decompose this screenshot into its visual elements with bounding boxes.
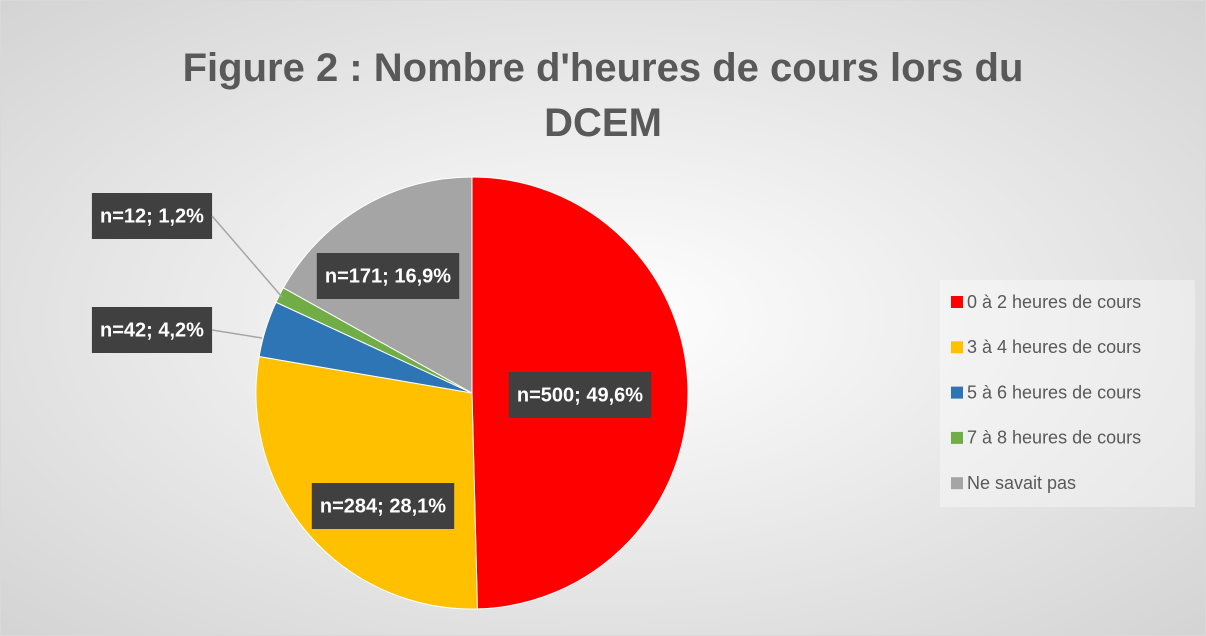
leader-line <box>211 215 283 298</box>
data-label: n=500; 49,6% <box>508 372 652 418</box>
data-label-box <box>91 307 213 353</box>
chart-title: Figure 2 : Nombre d'heures de cours lors… <box>183 46 1024 145</box>
data-label: n=171; 16,9% <box>316 253 460 299</box>
legend-swatch <box>951 341 963 354</box>
data-label: n=12; 1,2% <box>91 193 213 239</box>
legend-swatch <box>951 431 963 444</box>
data-label: n=42; 4,2% <box>91 307 213 353</box>
legend-label: 0 à 2 heures de cours <box>967 292 1141 312</box>
pie-slice <box>255 355 478 610</box>
data-label: n=284; 28,1% <box>311 483 455 529</box>
data-label-box <box>508 372 652 418</box>
data-label-box <box>316 253 460 299</box>
data-label-box <box>91 193 213 239</box>
legend-label: 7 à 8 heures de cours <box>967 428 1141 448</box>
legend-box <box>940 280 1195 507</box>
legend-swatch <box>951 477 963 490</box>
data-label-text: n=42; 4,2% <box>100 319 204 341</box>
legend-swatch <box>951 386 963 399</box>
data-label-text: n=284; 28,1% <box>320 495 446 517</box>
data-labels: n=500; 49,6% n=284; 28,1% n=42; 4,2% n=12; … <box>91 193 652 529</box>
data-label-box <box>311 483 455 529</box>
leader-line <box>211 329 263 339</box>
legend-label: 3 à 4 heures de cours <box>967 337 1141 357</box>
legend-swatch <box>951 296 963 308</box>
legend-label: 5 à 6 heures de cours <box>967 382 1141 402</box>
data-label-text: n=500; 49,6% <box>517 384 643 406</box>
legend-label: Ne savait pas <box>967 473 1076 493</box>
data-label-text: n=171; 16,9% <box>325 265 451 287</box>
legend: 0 à 2 heures de cours 3 à 4 heures de cou… <box>951 292 1141 493</box>
data-label-text: n=12; 1,2% <box>100 205 204 227</box>
